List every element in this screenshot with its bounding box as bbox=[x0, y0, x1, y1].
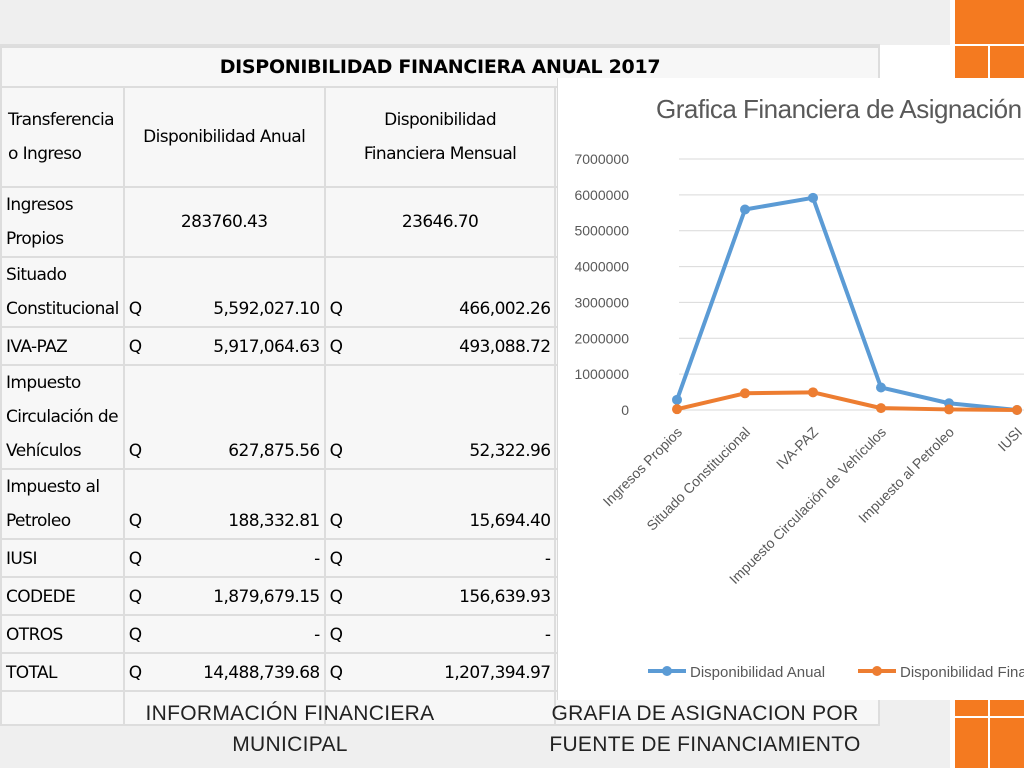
legend-marker bbox=[872, 666, 882, 676]
cell-annual: Q 5,592,027.10 bbox=[122, 256, 326, 328]
y-tick-label: 4000000 bbox=[574, 259, 629, 275]
data-point bbox=[808, 192, 818, 203]
cell-annual: Q 1,879,679.15 bbox=[122, 576, 326, 616]
y-tick-label: 2000000 bbox=[574, 330, 629, 346]
data-point bbox=[672, 404, 682, 415]
cell-annual: Q 627,875.56 bbox=[122, 364, 326, 470]
y-tick-label: 7000000 bbox=[574, 151, 629, 167]
total-label: TOTAL bbox=[0, 652, 125, 692]
series-line bbox=[675, 195, 1018, 412]
chart-panel: Grafica Financiera de Asignación y E 0 10… bbox=[557, 78, 1024, 700]
chart-title: Grafica Financiera de Asignación y E bbox=[656, 94, 1024, 124]
row-name: Ingresos Propios bbox=[0, 186, 125, 258]
row-name: CODEDE bbox=[0, 576, 125, 616]
cell-annual: Q- bbox=[122, 614, 326, 654]
row-name: Impuesto al Petroleo bbox=[0, 468, 125, 540]
cell-monthly: Q- bbox=[323, 538, 557, 578]
cell-annual: Q- bbox=[122, 538, 326, 578]
caption-left: INFORMACIÓN FINANCIERA MUNICIPAL bbox=[145, 702, 435, 756]
header-transferencia: Transferencia o Ingreso bbox=[0, 86, 125, 188]
data-point bbox=[740, 388, 750, 399]
header-disponibilidad-anual: Disponibilidad Anual bbox=[122, 86, 326, 188]
row-name: Situado Constitucional bbox=[0, 256, 125, 328]
table-title: DISPONIBILIDAD FINANCIERA ANUAL 2017 bbox=[0, 46, 880, 88]
cell-monthly: Q 493,088.72 bbox=[323, 326, 557, 366]
cell-annual: Q 188,332.81 bbox=[122, 468, 326, 540]
data-point bbox=[808, 387, 818, 398]
header-disponibilidad-mensual: Disponibilidad Financiera Mensual bbox=[323, 86, 557, 188]
data-point bbox=[876, 403, 886, 414]
y-tick-label: 5000000 bbox=[574, 223, 629, 239]
cell-annual: Q 5,917,064.63 bbox=[122, 326, 326, 366]
y-tick-label: 0 bbox=[621, 402, 629, 418]
data-point bbox=[1012, 405, 1022, 415]
row-name: IVA-PAZ bbox=[0, 326, 125, 366]
legend-marker bbox=[662, 666, 672, 676]
x-tick-label: IUSI bbox=[995, 424, 1024, 455]
total-monthly: Q 1,207,394.97 bbox=[323, 652, 557, 692]
y-tick-label: 3000000 bbox=[574, 294, 629, 310]
cell-monthly: Q 52,322.96 bbox=[323, 364, 557, 470]
row-name: OTROS bbox=[0, 614, 125, 654]
row-name: Impuesto Circulación de Vehículos bbox=[0, 364, 125, 470]
total-annual: Q 14,488,739.68 bbox=[122, 652, 326, 692]
caption-right: GRAFIA DE ASIGNACION POR FUENTE DE FINAN… bbox=[549, 702, 861, 756]
top-band bbox=[0, 0, 950, 45]
y-tick-label: 6000000 bbox=[574, 187, 629, 203]
data-point bbox=[944, 404, 954, 415]
data-point bbox=[740, 204, 750, 215]
cell-annual: 283760.43 bbox=[122, 186, 326, 258]
row-name: IUSI bbox=[0, 538, 125, 578]
cell-monthly: Q 15,694.40 bbox=[323, 468, 557, 540]
legend-label: Disponibilidad Anual bbox=[690, 664, 825, 681]
cell-monthly: Q 156,639.93 bbox=[323, 576, 557, 616]
x-tick-label: IVA-PAZ bbox=[773, 424, 822, 473]
cell-monthly: Q 466,002.26 bbox=[323, 256, 557, 328]
line-chart: 0 1000000 2000000 3000000 4000000 5000000 6000… bbox=[574, 151, 1024, 681]
series-line bbox=[676, 390, 1018, 412]
legend-label: Disponibilidad Fina bbox=[900, 664, 1024, 681]
y-tick-label: 1000000 bbox=[574, 366, 629, 382]
cell-monthly: Q- bbox=[323, 614, 557, 654]
data-point bbox=[876, 382, 886, 393]
data-point bbox=[672, 394, 682, 405]
cell-monthly: 23646.70 bbox=[323, 186, 557, 258]
